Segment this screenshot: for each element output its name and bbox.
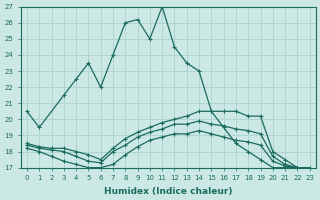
X-axis label: Humidex (Indice chaleur): Humidex (Indice chaleur) <box>104 187 233 196</box>
